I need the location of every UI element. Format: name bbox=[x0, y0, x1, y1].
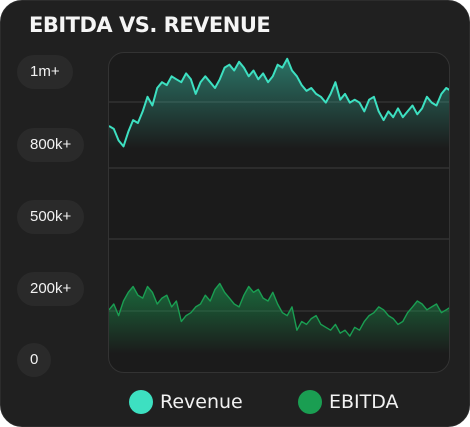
y-tick-label: 0 bbox=[17, 343, 52, 377]
legend-item-revenue[interactable]: Revenue bbox=[129, 387, 243, 417]
legend-swatch-ebitda bbox=[298, 390, 322, 414]
series-line-revenue bbox=[109, 57, 449, 148]
legend-swatch-revenue bbox=[129, 390, 153, 414]
chart-title: EBITDA VS. REVENUE bbox=[29, 13, 271, 37]
y-tick-label: 200k+ bbox=[17, 272, 85, 306]
series-area-ebitda bbox=[109, 283, 449, 354]
y-tick-label: 1m+ bbox=[17, 55, 73, 89]
plot-svg bbox=[109, 57, 449, 354]
y-tick-label: 500k+ bbox=[17, 200, 85, 234]
plot-area bbox=[108, 52, 450, 373]
legend-label-ebitda: EBITDA bbox=[329, 391, 399, 413]
legend-label-revenue: Revenue bbox=[160, 391, 243, 413]
series-line-ebitda bbox=[109, 282, 449, 337]
series-area-revenue bbox=[109, 58, 449, 149]
chart-legend: Revenue EBITDA bbox=[1, 387, 470, 417]
legend-item-ebitda[interactable]: EBITDA bbox=[298, 387, 399, 417]
y-tick-label: 800k+ bbox=[17, 128, 85, 162]
